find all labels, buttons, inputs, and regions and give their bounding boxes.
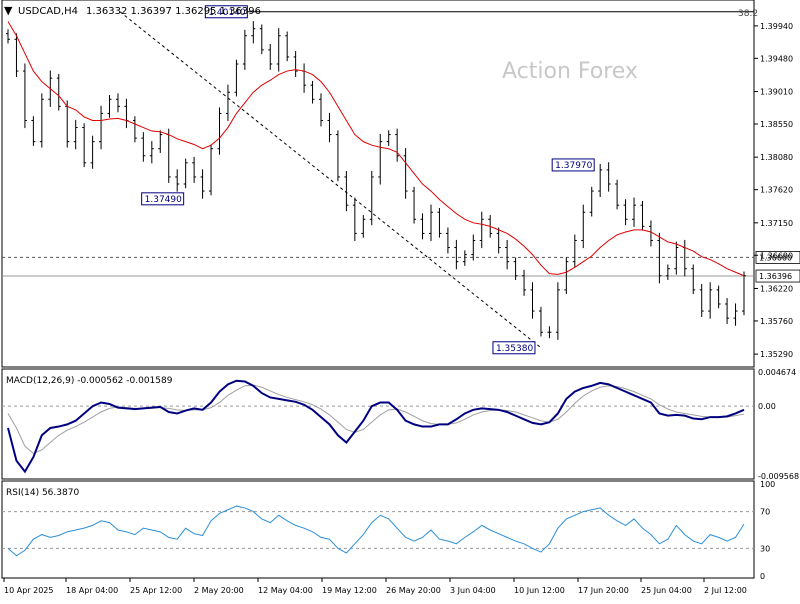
rsi-tick-label: 0 [760, 572, 765, 581]
time-tick-label: 10 Jun 12:00 [514, 586, 565, 595]
time-tick-label: 18 Apr 04:00 [66, 586, 118, 595]
level-label: 1.36396 [759, 272, 792, 281]
time-axis: 10 Apr 2025 18 Apr 04:00 25 Apr 12:00 2 May… [3, 578, 747, 595]
macd-main-line [7, 379, 745, 474]
time-tick-label: 26 May 20:00 [386, 586, 441, 595]
macd-tick-label: -0.009568 [758, 472, 799, 481]
price-panel: Action Forex 1.36660 1.36396 1.39940 1.394… [1, 0, 800, 368]
price-annotation-box [492, 341, 536, 355]
time-tick-label: 25 Apr 12:00 [130, 586, 182, 595]
price-tick-label: 1.37620 [760, 186, 793, 195]
price-tick-label: 1.36220 [760, 284, 793, 293]
corner-value: 38.2 [738, 9, 758, 19]
macd-panel: MACD(12,26,9) -0.000562 -0.001589 0.0046… [1, 368, 799, 481]
price-tick-label: 1.35290 [760, 350, 793, 359]
price-panel-frame [1, 0, 755, 368]
price-tick-label: 1.39010 [760, 88, 793, 97]
moving-average-line [7, 21, 745, 277]
price-annotation-label: 1.40140 [208, 8, 245, 18]
price-annotation-label: 1.37490 [145, 195, 182, 205]
time-tick-label: 12 May 04:00 [258, 586, 313, 595]
symbol-label: USDCAD,H4 [18, 6, 78, 17]
price-annotation-box [204, 5, 248, 19]
price-tick-label: 1.39940 [760, 22, 793, 31]
rsi-line [7, 505, 745, 557]
macd-panel-frame [1, 368, 755, 480]
rsi-title: RSI(14) 56.3870 [6, 488, 79, 498]
price-tick-label: 1.39480 [760, 54, 793, 63]
price-tick-label: 1.38080 [760, 153, 793, 162]
price-annotation-label: 1.35380 [496, 344, 533, 354]
time-tick-label: 10 Apr 2025 [4, 586, 53, 595]
price-tick-label: 1.37150 [760, 219, 793, 228]
price-tick-label: 1.38550 [760, 120, 793, 129]
chart-header: ▼ USDCAD,H4 1.36332 1.36397 1.36295 1.36… [4, 4, 758, 19]
level-label-box [755, 251, 800, 264]
level-label-box [755, 269, 800, 283]
time-tick-label: 3 Jun 04:00 [450, 586, 496, 595]
rsi-panel-frame [1, 480, 755, 579]
level-label: 1.36660 [759, 253, 792, 262]
rsi-tick-label: 30 [760, 544, 770, 553]
macd-title: MACD(12,26,9) -0.000562 -0.001589 [6, 376, 173, 386]
time-tick-label: 25 Jun 04:00 [641, 586, 692, 595]
macd-tick-label: 0.00 [758, 402, 776, 411]
rsi-tick-label: 70 [760, 508, 770, 517]
rsi-panel: RSI(14) 56.3870 100 70 30 0 [1, 480, 775, 581]
menu-triangle-icon[interactable]: ▼ [4, 4, 13, 17]
macd-tick-label: 0.004674 [758, 368, 796, 377]
price-annotation-box [141, 192, 185, 206]
rsi-tick-label: 100 [760, 480, 775, 489]
watermark: Action Forex [502, 59, 638, 84]
ohlc-readout: 1.36332 1.36397 1.36295 1.36396 [86, 6, 261, 17]
price-tick-label: 1.36690 [760, 251, 793, 260]
time-tick-label: 2 May 20:00 [194, 586, 244, 595]
price-annotation-label: 1.37970 [555, 161, 592, 171]
time-tick-label: 2 Jul 12:00 [704, 586, 747, 595]
time-tick-label: 19 May 12:00 [322, 586, 377, 595]
time-tick-label: 17 Jun 20:00 [578, 586, 629, 595]
price-tick-label: 1.35760 [760, 317, 793, 326]
price-annotation-box [551, 158, 595, 172]
